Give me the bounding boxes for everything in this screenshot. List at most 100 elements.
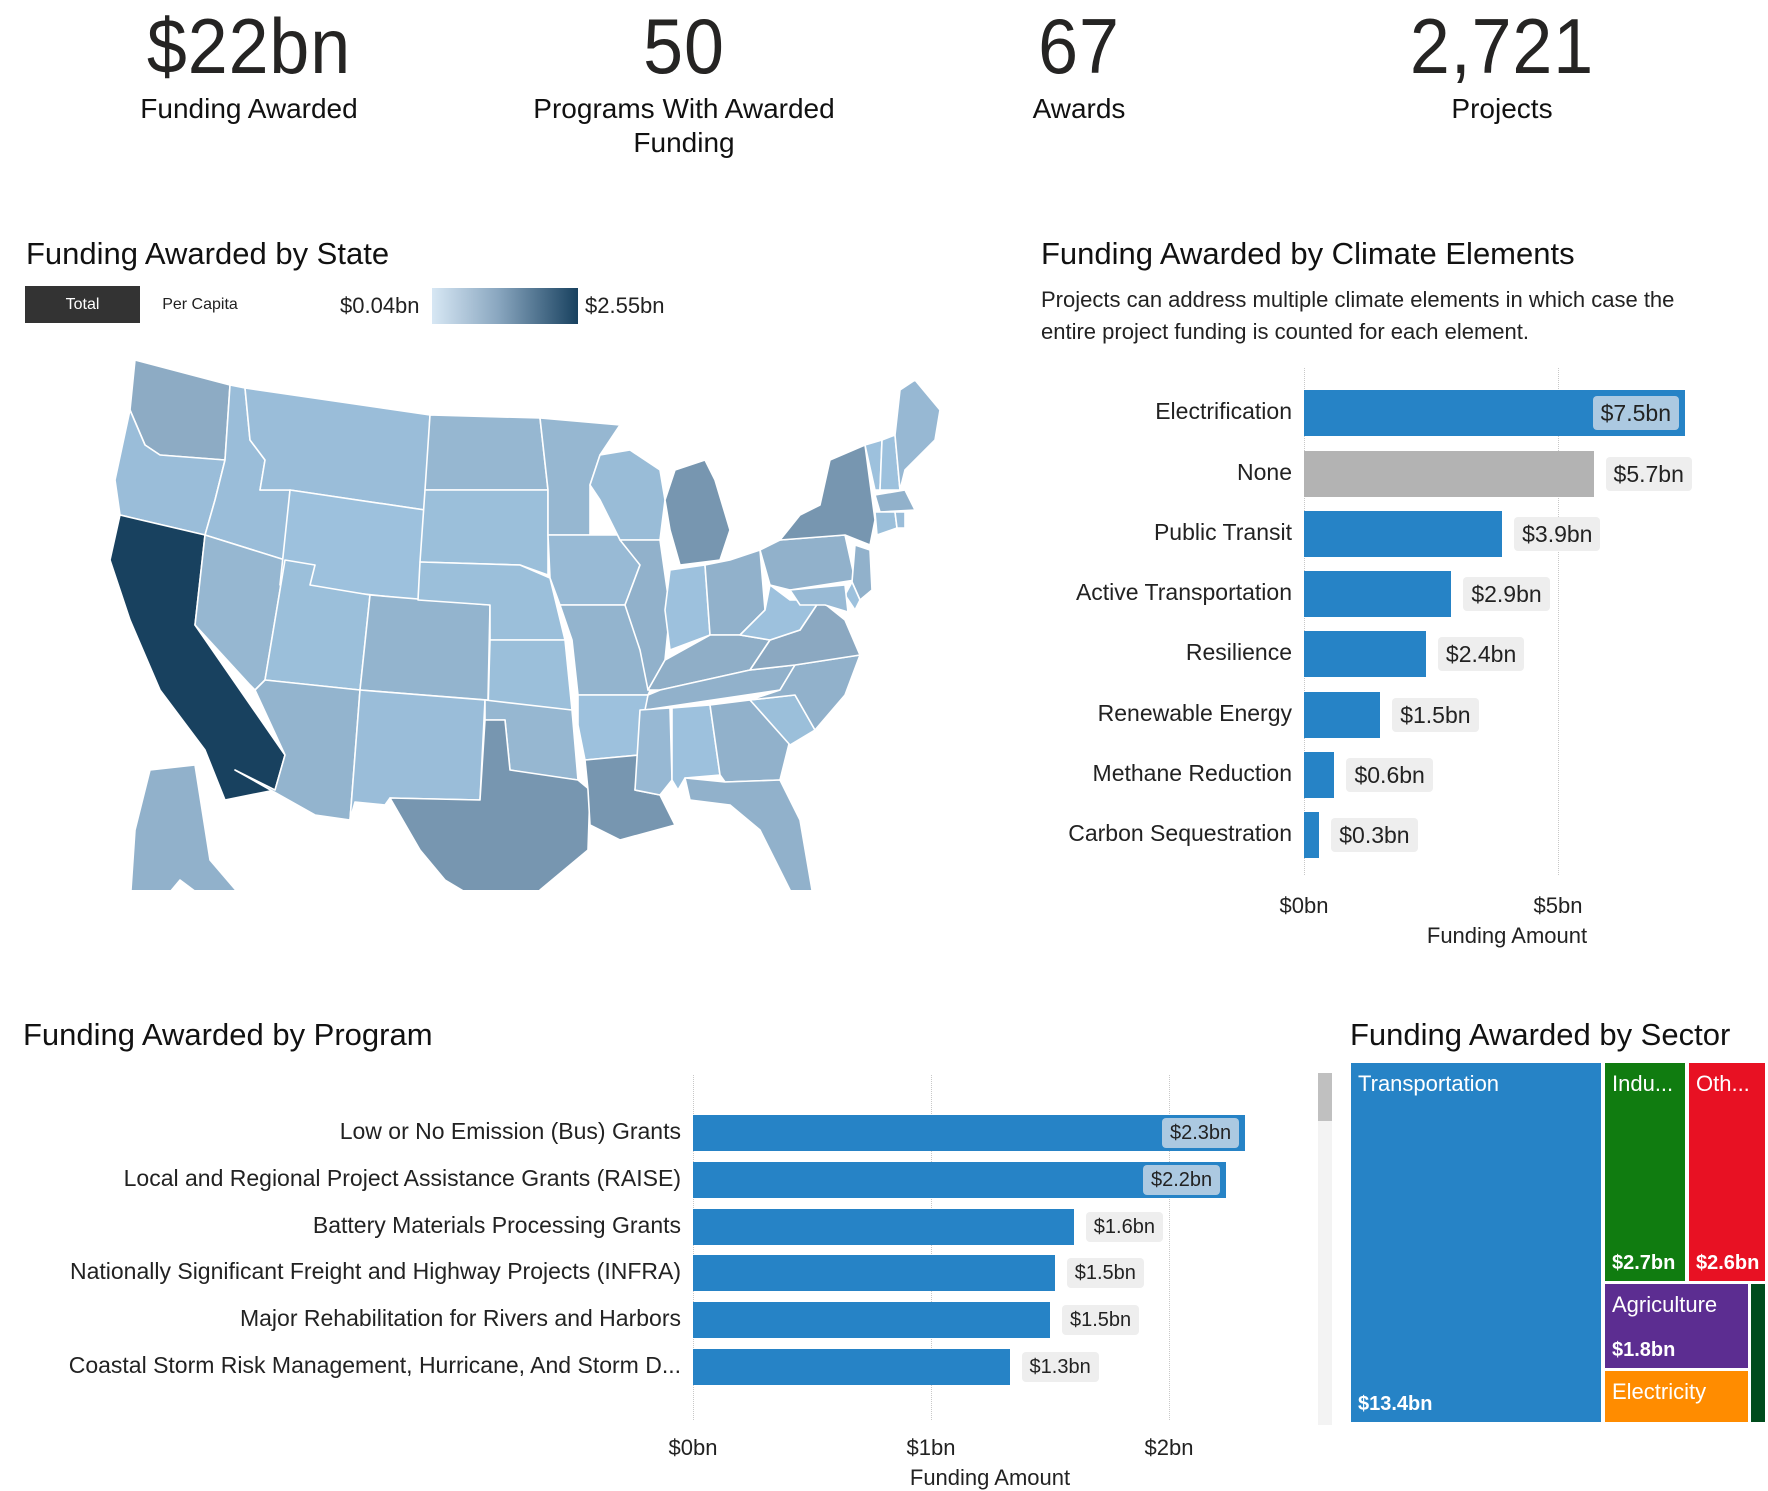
- category-label: Methane Reduction: [1092, 760, 1292, 787]
- state-md[interactable]: [789, 584, 849, 613]
- kpi-awards: 67 Awards: [859, 0, 1299, 126]
- treemap-tile-industry[interactable]: Indu... $2.7bn: [1604, 1062, 1686, 1282]
- program-chart-scrollbar[interactable]: [1318, 1073, 1332, 1425]
- data-label: $0.3bn: [1331, 818, 1418, 852]
- state-fl[interactable]: [684, 777, 813, 890]
- program-chart-scrollbar-thumb[interactable]: [1318, 1073, 1332, 1121]
- data-label: $1.5bn: [1066, 1258, 1144, 1288]
- bar[interactable]: [1304, 812, 1320, 858]
- category-label: None: [1237, 459, 1292, 486]
- data-label: $2.4bn: [1437, 637, 1525, 671]
- tile-name: Indu...: [1612, 1071, 1674, 1096]
- state-nd[interactable]: [424, 414, 549, 491]
- state-pa[interactable]: [759, 534, 856, 591]
- treemap-tile-agriculture[interactable]: Agriculture $1.8bn: [1604, 1283, 1749, 1369]
- x-tick-label: $5bn: [1533, 893, 1583, 918]
- state-nc[interactable]: [749, 654, 861, 731]
- x-tick-label: $0bn: [668, 1435, 718, 1460]
- state-nm[interactable]: [349, 689, 486, 821]
- data-label: $7.5bn: [1592, 396, 1679, 430]
- data-label: $1.3bn: [1021, 1352, 1099, 1382]
- kpi-label: Funding Awarded: [140, 93, 358, 124]
- tile-name: Oth...: [1696, 1071, 1750, 1096]
- legend-min-label: $0.04bn: [340, 293, 420, 318]
- state-mi[interactable]: [664, 459, 731, 566]
- bar[interactable]: [693, 1349, 1010, 1385]
- bar[interactable]: [1304, 451, 1594, 497]
- bar[interactable]: [1304, 511, 1503, 557]
- kpi-value: 67: [1038, 2, 1120, 90]
- tile-value: $2.6bn: [1696, 1252, 1760, 1274]
- bar[interactable]: [693, 1162, 1227, 1198]
- state-sd[interactable]: [419, 489, 549, 576]
- treemap-tile-electricity[interactable]: Electricity: [1604, 1370, 1749, 1423]
- category-label: Renewable Energy: [1097, 700, 1292, 727]
- state-de[interactable]: [844, 581, 861, 611]
- state-co[interactable]: [359, 594, 491, 701]
- kpi-projects: 2,721 Projects: [1282, 0, 1722, 126]
- legend-gradient: [432, 288, 578, 324]
- gridline: [693, 1075, 694, 1420]
- category-label: Coastal Storm Risk Management, Hurricane…: [68, 1352, 681, 1379]
- climate-chart-title: Funding Awarded by Climate Elements: [1041, 236, 1575, 271]
- x-tick-label: $2bn: [1144, 1435, 1194, 1460]
- state-ny[interactable]: [779, 444, 876, 546]
- tile-value: $13.4bn: [1358, 1393, 1433, 1415]
- state-ks[interactable]: [487, 639, 573, 711]
- state-in[interactable]: [664, 564, 711, 651]
- state-ct[interactable]: [874, 511, 898, 536]
- bar[interactable]: [693, 1209, 1074, 1245]
- data-label: $1.5bn: [1062, 1305, 1140, 1335]
- data-label: $5.7bn: [1605, 457, 1692, 491]
- toggle-per-capita-button[interactable]: Per Capita: [150, 286, 250, 323]
- category-label: Carbon Sequestration: [1068, 820, 1292, 847]
- bar[interactable]: [1304, 571, 1452, 617]
- x-tick-label: $0bn: [1279, 893, 1329, 918]
- climate-chart-subtitle-line1: Projects can address multiple climate el…: [1041, 287, 1675, 312]
- category-label: Major Rehabilitation for Rivers and Harb…: [239, 1305, 681, 1332]
- category-label: Low or No Emission (Bus) Grants: [339, 1118, 681, 1145]
- data-label: $0.6bn: [1346, 758, 1433, 792]
- state-ri[interactable]: [894, 511, 906, 529]
- state-map-title: Funding Awarded by State: [26, 236, 390, 271]
- bar[interactable]: [1304, 752, 1335, 798]
- us-choropleth-map[interactable]: [100, 350, 950, 890]
- bar[interactable]: [1304, 631, 1426, 677]
- kpi-value: $22bn: [146, 2, 352, 90]
- kpi-programs: 50 Programs With Awarded Funding: [464, 0, 904, 160]
- category-label: Resilience: [1185, 639, 1292, 666]
- category-label: Electrification: [1155, 398, 1292, 425]
- gridline: [1169, 1075, 1170, 1420]
- state-me[interactable]: [894, 379, 941, 491]
- state-mn[interactable]: [539, 417, 621, 536]
- bar[interactable]: [693, 1302, 1050, 1338]
- kpi-value: 2,721: [1409, 2, 1595, 90]
- kpi-funding-awarded: $22bn Funding Awarded: [29, 0, 469, 126]
- state-ma[interactable]: [874, 489, 916, 513]
- gridline: [1304, 368, 1305, 875]
- climate-chart-subtitle-line2: entire project funding is counted for ea…: [1041, 319, 1529, 344]
- legend-max-label: $2.55bn: [585, 293, 665, 318]
- category-label: Local and Regional Project Assistance Gr…: [123, 1165, 681, 1192]
- treemap-tile-other[interactable]: Oth... $2.6bn: [1688, 1062, 1766, 1282]
- state-wi[interactable]: [589, 449, 666, 541]
- state-ak[interactable]: [130, 764, 240, 890]
- bar[interactable]: [1304, 692, 1381, 738]
- sector-treemap-title: Funding Awarded by Sector: [1350, 1017, 1731, 1052]
- bar[interactable]: [693, 1115, 1246, 1151]
- bar[interactable]: [693, 1255, 1055, 1291]
- treemap-tile-unlabeled-sector[interactable]: [1750, 1283, 1766, 1423]
- data-label: $3.9bn: [1514, 517, 1601, 551]
- state-nj[interactable]: [851, 544, 873, 601]
- toggle-total-button[interactable]: Total: [25, 286, 140, 323]
- kpi-label: Awards: [1032, 93, 1126, 124]
- tile-name: Transportation: [1358, 1071, 1500, 1096]
- state-ms[interactable]: [634, 707, 673, 796]
- category-label: Nationally Significant Freight and Highw…: [69, 1258, 681, 1285]
- treemap-tile-transportation[interactable]: Transportation $13.4bn: [1350, 1062, 1602, 1423]
- category-label: Active Transportation: [1075, 579, 1292, 606]
- state-tx[interactable]: [389, 719, 591, 890]
- category-label: Battery Materials Processing Grants: [312, 1212, 681, 1239]
- gridline: [931, 1075, 932, 1420]
- x-tick-label: $1bn: [906, 1435, 956, 1460]
